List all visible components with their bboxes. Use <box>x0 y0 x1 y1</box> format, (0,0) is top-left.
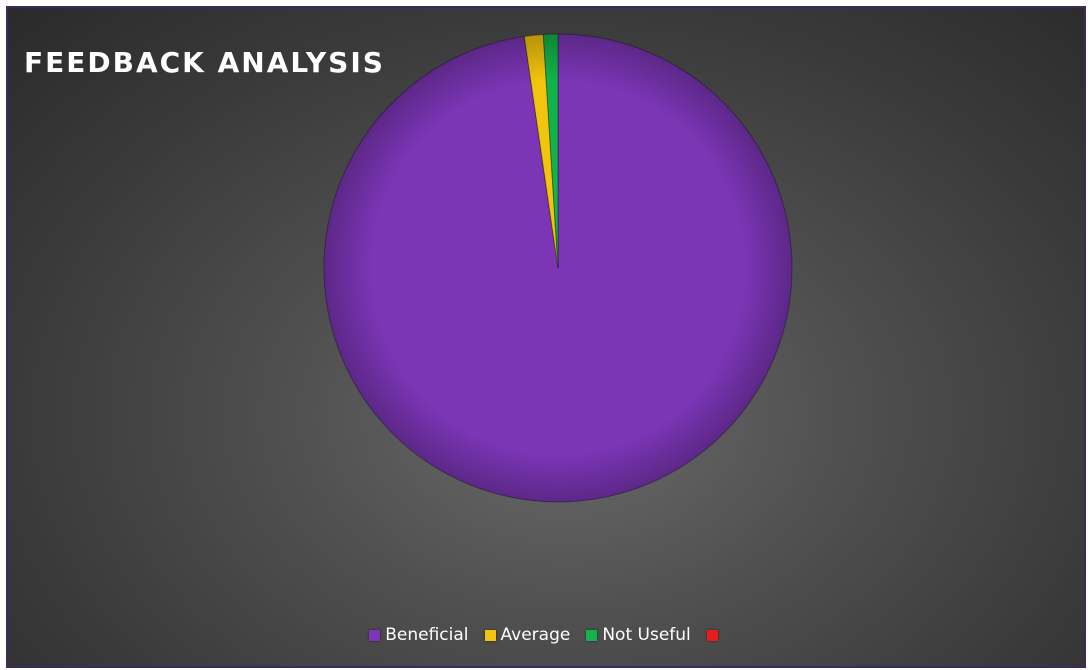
legend-item-beneficial: Beneficial <box>369 625 469 645</box>
legend-swatch-average <box>484 629 496 641</box>
legend-label-not-useful: Not Useful <box>602 625 691 645</box>
legend-swatch-not-useful <box>586 629 598 641</box>
legend-label-beneficial: Beneficial <box>385 625 469 645</box>
legend-item-not-useful: Not Useful <box>586 625 691 645</box>
legend-swatch-beneficial <box>369 629 381 641</box>
legend-item-unlabeled <box>706 629 723 641</box>
chart-title: FEEDBACK ANALYSIS <box>24 46 385 79</box>
legend-item-average: Average <box>484 625 571 645</box>
pie-chart <box>323 33 793 503</box>
chart-area: FEEDBACK ANALYSIS Beneficial Average Not U… <box>6 6 1086 668</box>
chart-legend: Beneficial Average Not Useful <box>8 625 1084 645</box>
legend-swatch-unlabeled <box>706 629 718 641</box>
legend-label-average: Average <box>500 625 571 645</box>
